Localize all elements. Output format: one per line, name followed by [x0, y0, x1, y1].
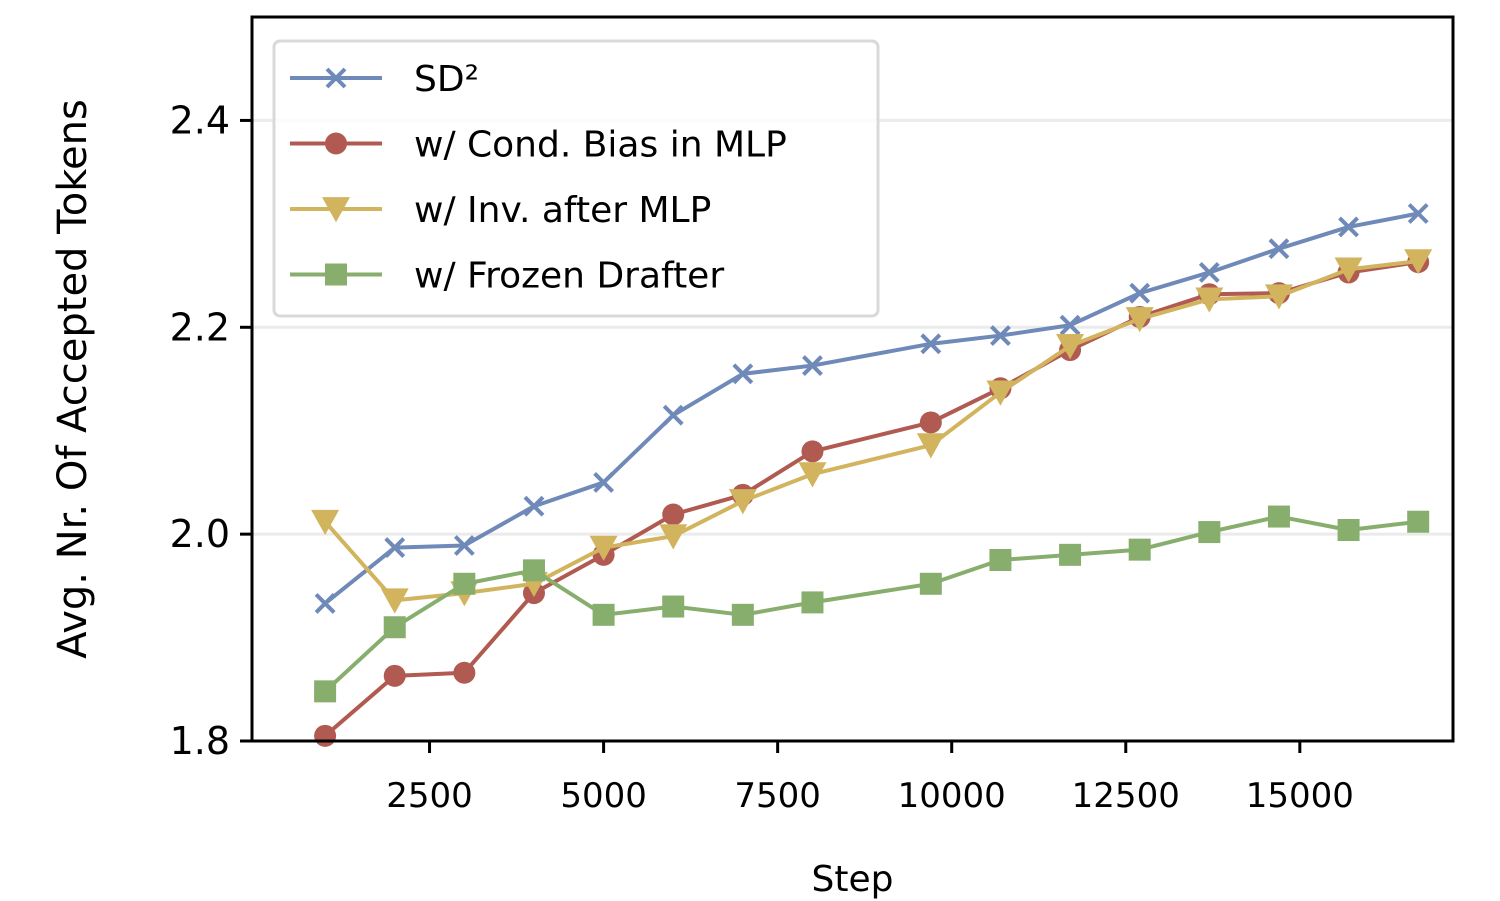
data-point [662, 503, 685, 526]
data-point [1264, 284, 1293, 310]
x-tick-label: 2500 [386, 776, 473, 816]
series-3 [314, 505, 1430, 703]
data-point [728, 489, 757, 515]
data-point [1198, 262, 1220, 283]
legend-item: SD² [290, 59, 479, 100]
data-point [1404, 249, 1433, 275]
data-point [1129, 282, 1151, 304]
data-point [1407, 510, 1430, 533]
data-point [453, 661, 476, 684]
y-axis-title: Avg. Nr. Of Accepted Tokens [50, 99, 96, 659]
data-point [919, 411, 942, 434]
data-point [1198, 521, 1221, 544]
x-tick-label: 10000 [898, 776, 1006, 816]
series-line [323, 211, 1419, 606]
legend-label: w/ Cond. Bias in MLP [414, 125, 787, 166]
data-point [920, 333, 942, 355]
y-tick-label: 2.2 [170, 305, 230, 349]
data-point [522, 559, 545, 582]
data-point [1056, 334, 1085, 360]
data-point [1059, 543, 1082, 566]
data-point [1268, 238, 1290, 260]
data-point [314, 724, 337, 747]
data-point [1195, 287, 1224, 313]
data-point [1059, 314, 1081, 336]
legend-box [272, 39, 880, 318]
data-point [798, 462, 827, 488]
legend-swatch-marker [322, 197, 350, 223]
data-point [1128, 538, 1151, 561]
series-layer [311, 203, 1433, 747]
x-tick-label: 7500 [734, 776, 821, 816]
x-tick-label: 15000 [1246, 776, 1354, 816]
axes-layer: 1.8 2.0 2.2 2.4 2500 5000 7500 10000 12500 15000 [170, 98, 1354, 816]
legend: SD² w/ Cond. Bias in MLP w/ Inv. after MLP… [272, 39, 880, 318]
data-point [380, 588, 409, 614]
legend-swatch-marker [325, 263, 347, 286]
data-point [662, 595, 685, 618]
data-point [1337, 519, 1360, 542]
data-point [916, 433, 945, 459]
legend-swatch-marker [325, 67, 347, 89]
y-tick-label: 1.8 [170, 719, 230, 763]
data-point [1267, 505, 1290, 528]
data-point [383, 616, 406, 639]
legend-swatch-marker [325, 132, 347, 155]
data-point [1338, 216, 1359, 238]
legend-item: w/ Cond. Bias in MLP [290, 125, 787, 166]
x-tick-label: 12500 [1072, 776, 1180, 816]
x-axis-title: Step [812, 859, 894, 900]
legend-label: w/ Frozen Drafter [414, 256, 724, 297]
data-point [801, 440, 824, 463]
data-point [592, 603, 615, 626]
data-point [989, 549, 1012, 571]
data-point [383, 664, 406, 687]
data-point [523, 495, 545, 517]
data-point [1407, 203, 1429, 224]
series-line [323, 259, 1419, 603]
data-point [1125, 307, 1154, 333]
data-point [659, 524, 688, 550]
data-point [731, 603, 754, 626]
data-point [1334, 257, 1363, 283]
data-point [314, 593, 336, 614]
y-tick-label: 2.0 [170, 512, 230, 556]
data-point [453, 535, 475, 556]
data-point [732, 363, 754, 385]
series-0 [314, 203, 1429, 614]
plot-frame [250, 15, 1455, 743]
data-point [453, 572, 476, 595]
data-point [311, 509, 340, 536]
series-line [323, 514, 1419, 693]
legend-label: w/ Inv. after MLP [414, 190, 711, 231]
data-point [593, 472, 615, 493]
legend-item: w/ Frozen Drafter [290, 256, 724, 297]
legend-item: w/ Inv. after MLP [290, 190, 711, 231]
data-point [802, 355, 823, 376]
data-point [662, 404, 684, 426]
data-point [801, 591, 824, 614]
data-point [384, 537, 406, 559]
series-line [323, 260, 1419, 738]
data-point [986, 380, 1015, 406]
data-point [990, 325, 1011, 346]
y-tick-label: 2.4 [170, 98, 230, 142]
legend-label: SD² [414, 59, 479, 100]
series-1 [314, 251, 1430, 747]
x-tick-label: 5000 [560, 776, 647, 816]
data-point [589, 535, 618, 561]
data-point [919, 572, 942, 595]
data-point [314, 680, 337, 703]
